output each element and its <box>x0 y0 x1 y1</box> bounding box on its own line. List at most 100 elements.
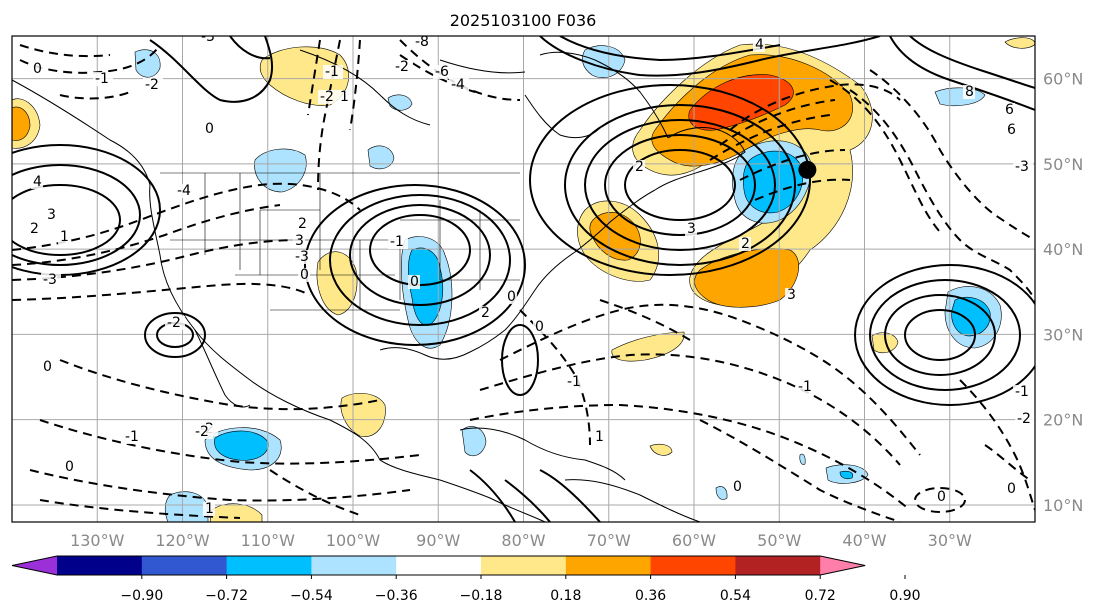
colorbar-segment <box>735 556 821 575</box>
colorbar-tick-label: 0.54 <box>720 588 751 604</box>
contour-label: -2 <box>195 424 209 440</box>
contour-label: 1 <box>340 89 349 105</box>
longitude-tick-labels: 130°W 120°W 110°W 100°W 90°W 80°W 70°W 60°W 50°W… <box>70 531 972 550</box>
lon-tick-label: 60°W <box>672 531 716 550</box>
contour-label: -2 <box>167 315 181 331</box>
lon-tick-label: 90°W <box>416 531 460 550</box>
warm-anomaly-ne-corner <box>1004 37 1035 49</box>
map-frame <box>11 35 1036 523</box>
contour-label: 2 <box>298 216 307 232</box>
contour-label: -3 <box>201 29 215 45</box>
contour-label: 0 <box>937 489 946 505</box>
colorbar-tick-label: 0.18 <box>550 588 581 604</box>
lon-tick-label: 30°W <box>928 531 972 550</box>
contour-label: 1 <box>595 429 604 445</box>
colorbar-tick-label: 0.36 <box>635 588 666 604</box>
colorbar-segment <box>565 556 652 575</box>
lat-tick-label: 20°N <box>1043 411 1083 430</box>
cold-anomaly-great-lakes <box>367 145 395 170</box>
contour-label: 0 <box>1007 481 1016 497</box>
contour-label: -1 <box>390 234 404 250</box>
contour-label: -1 <box>125 429 139 445</box>
cold-anomaly-azores-core <box>951 297 991 337</box>
lon-tick-label: 70°W <box>587 531 631 550</box>
colorbar-segment <box>396 556 482 575</box>
contour-label: 2 <box>481 305 490 321</box>
contour-label: -2 <box>395 59 409 75</box>
contour-label: 0 <box>43 359 52 375</box>
contour-label: 3 <box>687 221 696 237</box>
colorbar-tick-label: −0.36 <box>375 588 418 604</box>
colorbar-tick-label: −0.72 <box>205 588 248 604</box>
contour-label: 0 <box>733 479 742 495</box>
contour-label: 8 <box>965 84 974 100</box>
contour-label: -3 <box>1015 159 1029 175</box>
colorbar-tick-label: 0.90 <box>889 588 920 604</box>
contour-label: -2 <box>145 77 159 93</box>
contour-label: 0 <box>300 267 309 283</box>
warm-anomaly-caribbean <box>611 331 685 362</box>
contour-label: 2 <box>635 159 644 175</box>
colorbar-segment <box>311 556 397 575</box>
lon-tick-label: 100°W <box>326 531 381 550</box>
colorbar-extend-min <box>12 556 57 575</box>
lat-tick-label: 30°N <box>1043 325 1083 344</box>
contour-label: -8 <box>415 34 429 50</box>
contour-label: -2 <box>1017 411 1031 427</box>
contour-label: -3 <box>295 249 309 265</box>
lon-tick-label: 130°W <box>70 531 125 550</box>
contour-label: 6 <box>1005 102 1014 118</box>
contour-label: 4 <box>755 37 764 53</box>
contour-label: 1 <box>205 501 214 517</box>
warm-anomaly-ne-us-core <box>589 212 641 261</box>
colorbar-tick-label: −0.18 <box>460 588 503 604</box>
contour-label: 6 <box>1007 122 1016 138</box>
colorbar-segment <box>650 556 736 575</box>
contour-label: 2 <box>30 221 39 237</box>
contour-label: 1 <box>60 229 69 245</box>
contour-label: -6 <box>435 64 449 80</box>
contour-label: 0 <box>410 274 419 290</box>
latitude-tick-labels: 60°N 50°N 40°N 30°N 20°N 10°N <box>1043 70 1083 515</box>
contour-label: 0 <box>507 289 516 305</box>
colorbar: −0.90 −0.72 −0.54 −0.36 −0.18 0.18 0.36 0.54 0.7… <box>11 555 921 604</box>
contour-label: 0 <box>33 61 42 77</box>
contour-label: -1 <box>798 379 812 395</box>
cold-anomaly-pacific-nw <box>134 49 161 78</box>
contour-label: -3 <box>43 272 57 288</box>
lon-tick-label: 80°W <box>501 531 545 550</box>
contour-label: -4 <box>177 183 191 199</box>
colorbar-tick-label: −0.90 <box>120 588 163 604</box>
colorbar-segment <box>57 556 143 575</box>
contour-label: -1 <box>95 71 109 87</box>
warm-anomaly-atlantic <box>694 248 799 308</box>
colorbar-segment <box>141 556 228 575</box>
contour-label: 3 <box>787 287 796 303</box>
lat-tick-label: 60°N <box>1043 70 1083 89</box>
colorbar-segment <box>226 556 312 575</box>
storm-center-marker <box>798 160 817 179</box>
contour-label: 2 <box>741 236 750 252</box>
graticule <box>12 36 1035 522</box>
contour-label: -2 <box>320 89 334 105</box>
lon-tick-label: 50°W <box>757 531 801 550</box>
colorbar-tick-label: 0.72 <box>805 588 836 604</box>
lon-tick-label: 110°W <box>241 531 296 550</box>
figure-title: 2025103100 F036 <box>450 11 597 30</box>
contour-label: -1 <box>1015 384 1029 400</box>
lat-tick-label: 10°N <box>1043 496 1083 515</box>
negative-contours <box>12 39 1035 522</box>
contour-labels: 0-1-2-34321-40-1-2123-300-1-2-1-2-301-8-… <box>28 29 1035 517</box>
map-area: 0-1-2-34321-40-1-2123-300-1-2-1-2-301-8-… <box>12 29 1035 522</box>
colorbar-outline <box>11 555 866 576</box>
contour-label: 0 <box>535 319 544 335</box>
contour-label: -1 <box>567 374 581 390</box>
contour-label: 0 <box>205 121 214 137</box>
colorbar-extend-max <box>820 556 866 575</box>
contour-label: 0 <box>65 459 74 475</box>
contour-label: 3 <box>47 207 56 223</box>
contour-label: 4 <box>33 174 42 190</box>
contour-label: -4 <box>451 77 465 93</box>
contour-label: -1 <box>325 64 339 80</box>
